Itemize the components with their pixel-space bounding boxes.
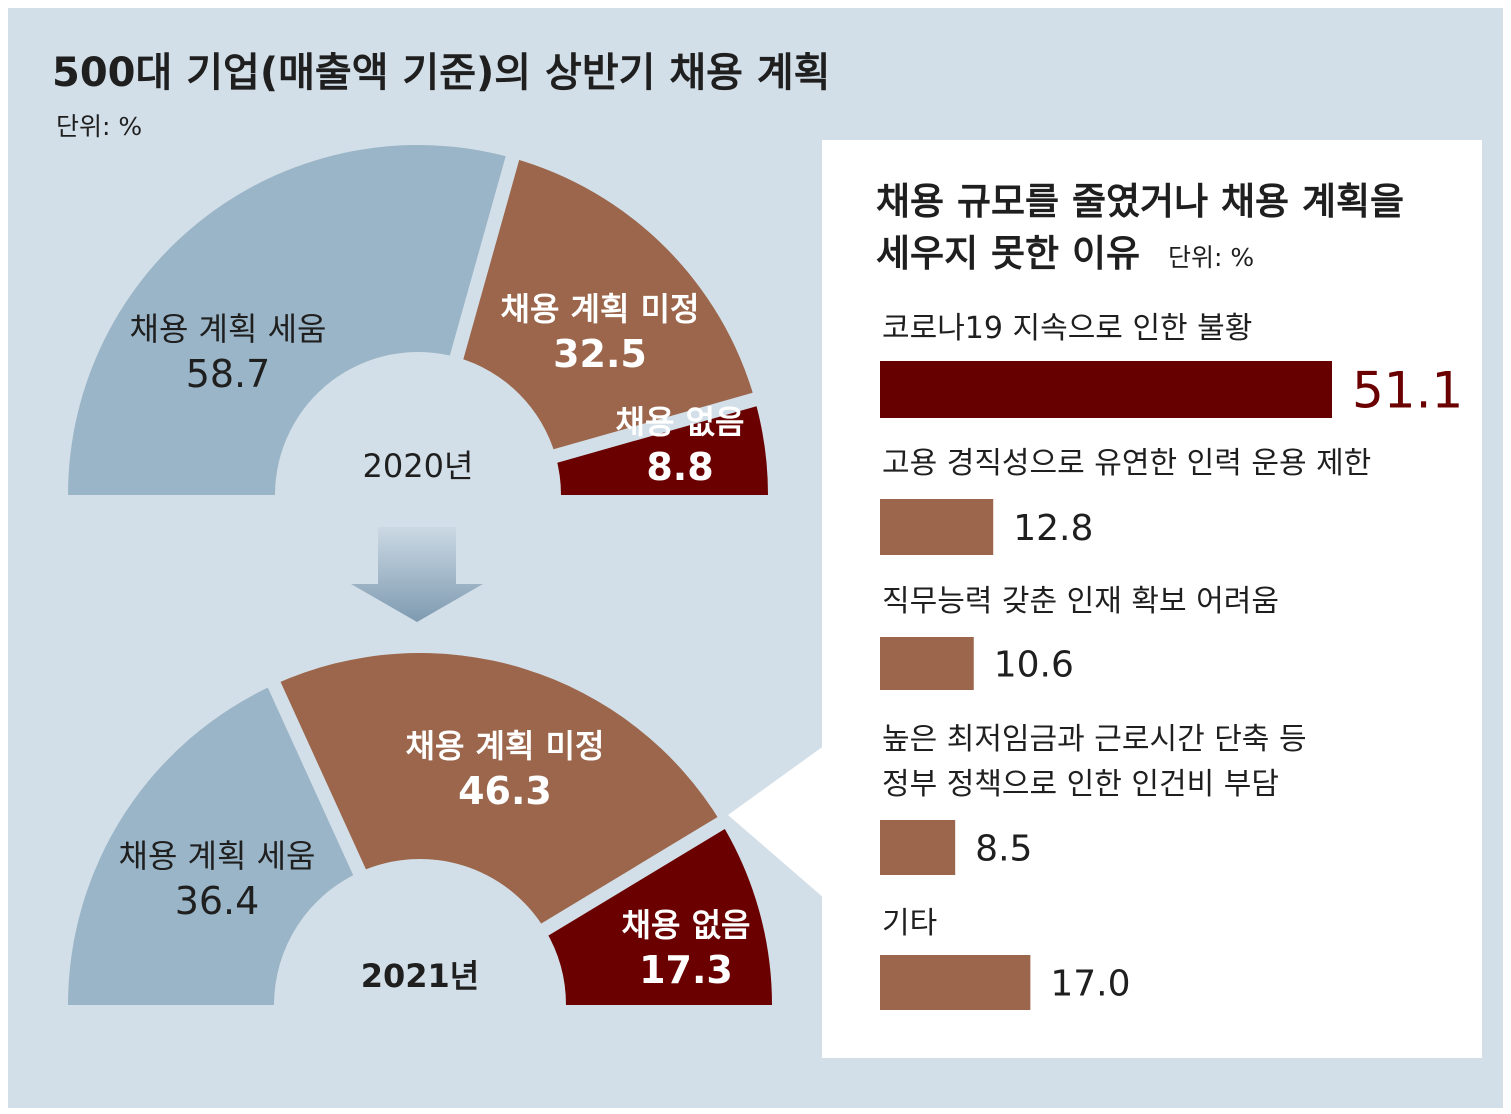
reasons-panel (822, 140, 1482, 1058)
donut-year-label: 2021년 (361, 957, 480, 995)
bar-category-label: 코로나19 지속으로 인한 불황 (882, 311, 1252, 346)
panel-title-line2: 세우지 못한 이유 (876, 232, 1140, 275)
bar-value-label: 10.6 (994, 645, 1074, 686)
segment-label-planned: 채용 계획 세움 (119, 837, 316, 875)
segment-label-undecided: 채용 계획 미정 (406, 727, 605, 765)
bar (880, 499, 994, 555)
chart-title: 500대 기업(매출액 기준)의 상반기 채용 계획 (52, 50, 831, 96)
down-arrow-icon (351, 527, 483, 622)
bar (880, 361, 1332, 418)
donut-segment-planned (68, 684, 360, 1005)
segment-value-undecided: 46.3 (458, 769, 552, 813)
panel-unit-label: 단위: % (1168, 243, 1254, 272)
bar-value-label: 8.5 (975, 829, 1032, 870)
donut-segment-none (555, 399, 768, 495)
segment-separator (449, 152, 521, 362)
bar-category-label: 기타 (882, 906, 937, 941)
segment-separator (266, 678, 367, 877)
segment-value-none: 17.3 (639, 948, 733, 992)
segment-label-none: 채용 없음 (622, 906, 751, 944)
segment-label-undecided: 채용 계획 미정 (501, 290, 700, 328)
donut-chart-2020: 채용 계획 세움 58.7 채용 계획 미정 32.5 채용 없음 8.8 2020년 (68, 145, 768, 495)
donut-segment-planned (68, 145, 513, 495)
bar-category-label: 높은 최저임금과 근로시간 단축 등 (882, 722, 1307, 757)
bar-category-label: 직무능력 갖춘 인재 확보 어려움 (882, 584, 1279, 619)
panel-title-line1: 채용 규모를 줄였거나 채용 계획을 (876, 180, 1404, 223)
bar-category-label: 정부 정책으로 인한 인건비 부담 (882, 767, 1279, 802)
bar-category-label: 고용 경직성으로 유연한 인력 운용 제한 (882, 446, 1371, 481)
bar-value-label: 12.8 (1013, 508, 1093, 549)
segment-label-planned: 채용 계획 세움 (130, 310, 327, 348)
segment-value-undecided: 32.5 (553, 332, 647, 376)
segment-label-none: 채용 없음 (616, 403, 745, 441)
bar-value-label: 17.0 (1050, 964, 1130, 1005)
segment-value-none: 8.8 (646, 445, 713, 489)
segment-separator (551, 391, 761, 464)
bar-value-label: 51.1 (1352, 362, 1463, 420)
donut-segment-none (544, 822, 772, 1005)
donut-chart-2021: 채용 계획 세움 36.4 채용 계획 미정 46.3 채용 없음 17.3 2021년 (68, 653, 772, 1005)
callout-pointer (728, 740, 832, 905)
reasons-bar-chart: 코로나19 지속으로 인한 불황 51.1 고용 경직성으로 유연한 인력 운용 제… (880, 311, 1463, 1010)
donut-year-label: 2020년 (363, 447, 474, 485)
bar (880, 637, 974, 690)
segment-value-planned: 58.7 (186, 352, 271, 396)
donut-segment-undecided (274, 653, 722, 930)
bar (880, 955, 1031, 1010)
donut-segment-undecided (456, 157, 755, 456)
bar (880, 820, 956, 875)
segment-separator (539, 814, 729, 937)
unit-label: 단위: % (56, 112, 142, 141)
segment-value-planned: 36.4 (175, 879, 260, 923)
